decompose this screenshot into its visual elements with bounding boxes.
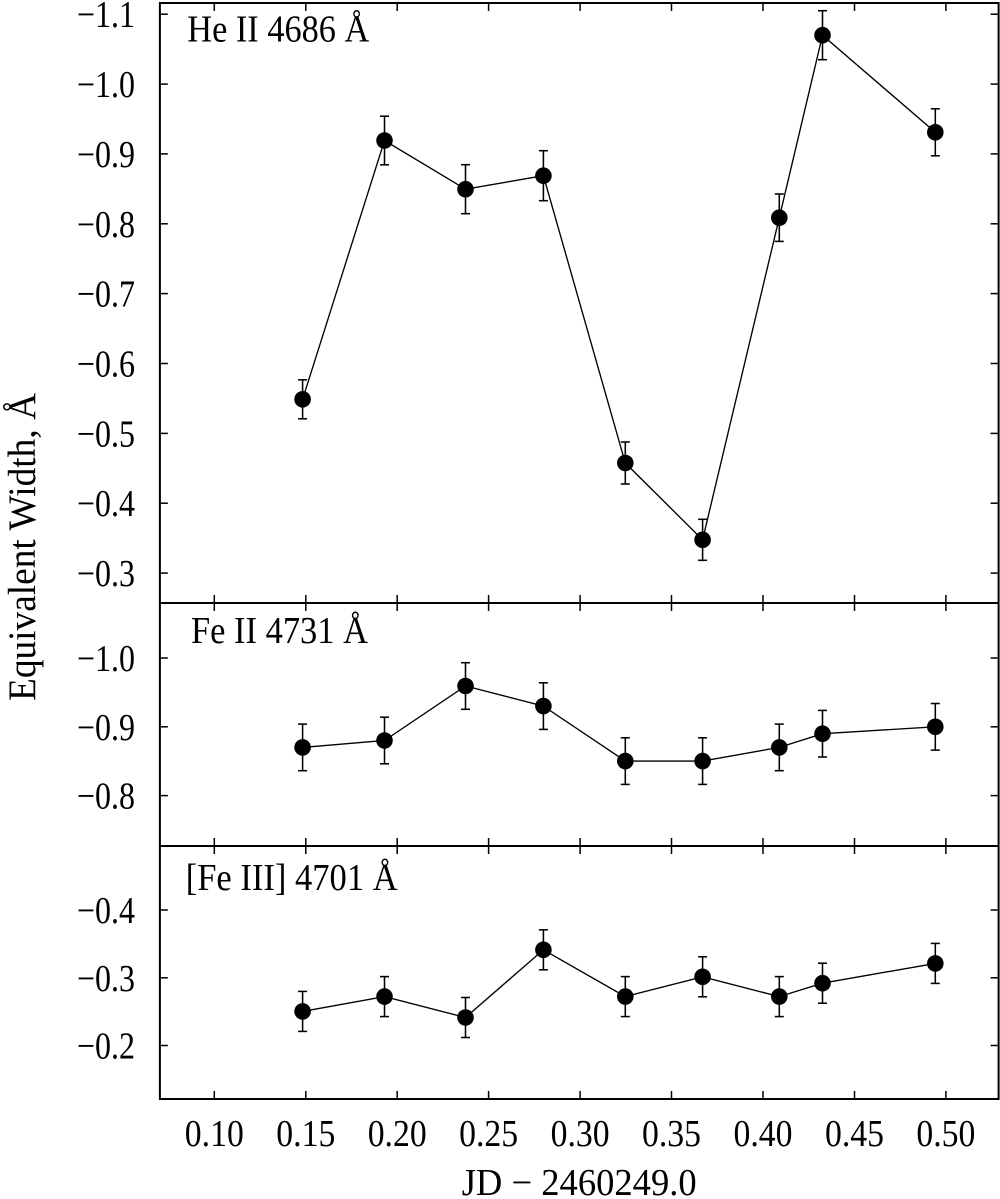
svg-text:−0.3: −0.3 [77,958,135,1000]
svg-text:−1.1: −1.1 [77,0,135,36]
svg-text:−0.9: −0.9 [77,134,135,176]
svg-text:−1.0: −1.0 [77,638,135,680]
svg-text:JD − 2460249.0: JD − 2460249.0 [462,1162,697,1199]
svg-text:0.15: 0.15 [276,1113,335,1155]
svg-text:−0.9: −0.9 [77,707,135,749]
svg-text:−0.7: −0.7 [77,274,135,316]
svg-text:Equivalent Width, Å: Equivalent Width, Å [1,393,44,701]
svg-text:−1.0: −1.0 [77,64,135,106]
svg-text:0.35: 0.35 [642,1113,701,1155]
svg-text:−0.6: −0.6 [77,344,135,386]
svg-text:[Fe III] 4701 Å: [Fe III] 4701 Å [186,857,399,899]
svg-text:−0.2: −0.2 [77,1026,135,1068]
svg-text:Fe II 4731 Å: Fe II 4731 Å [191,610,368,652]
svg-text:0.40: 0.40 [734,1113,793,1155]
svg-text:−0.4: −0.4 [77,890,135,932]
svg-text:0.50: 0.50 [916,1113,975,1155]
svg-text:0.45: 0.45 [825,1113,884,1155]
svg-text:−0.4: −0.4 [77,483,135,525]
svg-text:0.30: 0.30 [551,1113,610,1155]
svg-text:He II 4686 Å: He II 4686 Å [187,9,370,51]
svg-text:−0.5: −0.5 [77,413,135,455]
svg-text:0.25: 0.25 [459,1113,518,1155]
svg-text:−0.8: −0.8 [77,204,135,246]
svg-text:0.10: 0.10 [185,1113,244,1155]
svg-text:−0.3: −0.3 [77,553,135,595]
svg-text:0.20: 0.20 [368,1113,427,1155]
svg-text:−0.8: −0.8 [77,776,135,818]
